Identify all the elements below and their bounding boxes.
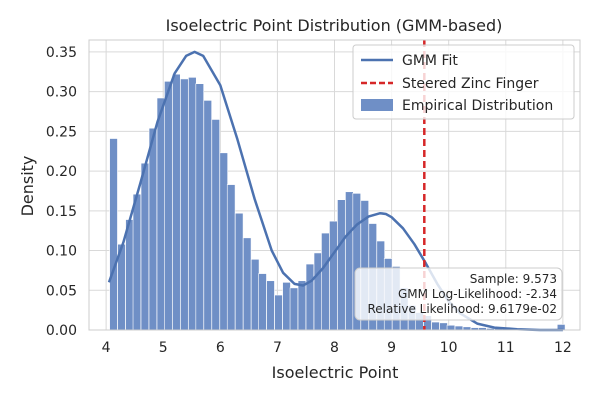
histogram-bar <box>250 258 260 331</box>
histogram-bar <box>297 280 307 331</box>
legend-box <box>352 44 575 120</box>
histogram-bar <box>289 287 299 331</box>
chart-title: Isoelectric Point Distribution (GMM-base… <box>166 16 503 35</box>
legend-label-gmm-fit: GMM Fit <box>402 53 458 69</box>
histogram-bar <box>125 219 134 331</box>
annotation-background <box>354 267 563 321</box>
histogram-bar <box>156 97 166 331</box>
annotation-relative-likelihood: Relative Likelihood: 9.6179e-02 <box>367 302 557 316</box>
histogram-bar <box>266 280 275 331</box>
histogram-bar <box>313 252 323 331</box>
tick-labels: 4 5 6 7 8 9 10 11 12 0.00 0.05 0.10 0.15 0.20 0.25 0.30… <box>46 45 572 356</box>
y-axis-title: Density <box>18 156 37 217</box>
histogram-bar <box>274 294 283 331</box>
x-tick-label: 10 <box>440 340 458 356</box>
histogram-bar <box>282 282 291 331</box>
x-tick-label: 8 <box>330 340 339 356</box>
histogram-bar <box>132 193 142 331</box>
histogram-bar <box>345 191 354 331</box>
histogram-bar <box>337 199 346 331</box>
histogram-bar <box>242 237 252 331</box>
x-tick-label: 7 <box>273 340 282 356</box>
x-tick-label: 12 <box>554 340 572 356</box>
y-tick-label: 0.15 <box>46 204 77 220</box>
histogram-bar <box>305 263 315 331</box>
legend: GMM Fit Steered Zinc Finger Empirical Di… <box>352 44 575 120</box>
y-tick-label: 0.05 <box>46 283 77 299</box>
y-tick-label: 0.30 <box>46 85 77 101</box>
x-tick-label: 5 <box>159 340 168 356</box>
y-tick-label: 0.25 <box>46 124 77 140</box>
histogram-bar <box>211 119 220 331</box>
histogram-bar <box>321 232 330 331</box>
histogram-bar <box>188 77 197 331</box>
histogram-bar <box>226 184 236 331</box>
histogram-bar <box>203 100 212 331</box>
x-tick-label: 6 <box>216 340 225 356</box>
annotation-box: Sample: 9.573 GMM Log-Likelihood: -2.34 … <box>354 267 563 321</box>
histogram-bar <box>234 212 244 331</box>
histogram-bar <box>258 273 267 331</box>
x-tick-label: 11 <box>497 340 515 356</box>
annotation-log-likelihood: GMM Log-Likelihood: -2.34 <box>398 287 557 301</box>
plot-border <box>88 39 581 331</box>
y-tick-label: 0.20 <box>46 164 77 180</box>
histogram-bar <box>195 83 204 331</box>
histogram-bar <box>439 322 448 331</box>
histogram-bar <box>180 78 189 331</box>
y-tick-label: 0.35 <box>46 45 77 61</box>
histogram-bar <box>431 321 440 331</box>
x-tick-label: 4 <box>102 340 111 356</box>
legend-swatch-empirical-distribution <box>361 99 393 111</box>
histogram-bar <box>219 152 228 331</box>
y-tick-label: 0.10 <box>46 244 77 260</box>
y-tick-label: 0.00 <box>46 323 77 339</box>
histogram-bar <box>454 325 464 331</box>
x-tick-label: 9 <box>387 340 396 356</box>
histogram-bar <box>446 324 456 331</box>
histogram-bar <box>164 81 173 331</box>
histogram-bar <box>148 127 158 331</box>
histogram-bar <box>329 220 338 331</box>
x-axis-title: Isoelectric Point <box>272 363 399 382</box>
annotation-sample: Sample: 9.573 <box>470 272 557 286</box>
histogram-bar <box>172 73 181 331</box>
plot-frame <box>88 39 581 331</box>
histogram-bar <box>140 162 150 331</box>
legend-label-steered-zinc-finger: Steered Zinc Finger <box>402 76 539 92</box>
legend-label-empirical-distribution: Empirical Distribution <box>402 98 553 114</box>
histogram-bar <box>109 138 118 331</box>
